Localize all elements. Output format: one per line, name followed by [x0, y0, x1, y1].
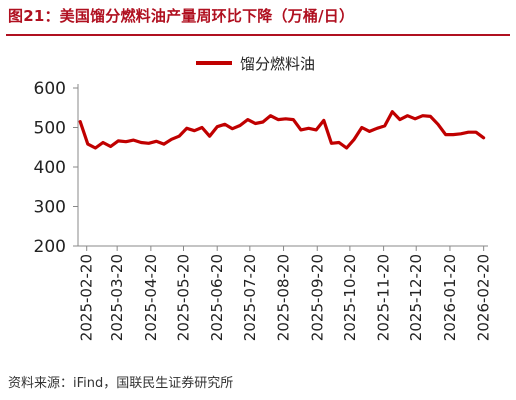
data-point: [238, 124, 242, 127]
x-tick-label: 2026-02-20: [475, 254, 493, 341]
data-point: [375, 127, 379, 130]
data-point: [299, 128, 303, 132]
data-point: [406, 114, 409, 117]
data-point: [200, 126, 204, 129]
data-point: [337, 141, 341, 144]
data-point: [474, 131, 478, 134]
x-tick-label: 2025-12-20: [407, 254, 425, 341]
data-point: [307, 127, 310, 130]
data-point: [421, 114, 424, 117]
y-tick-label: 400: [34, 158, 66, 178]
source-note: 资料来源：iFind，国联民生证券研究所: [8, 376, 234, 391]
data-point: [459, 132, 462, 135]
data-point: [413, 117, 417, 121]
legend-label: 馏分燃料油: [240, 55, 315, 73]
data-point: [292, 118, 295, 121]
x-tick-label: 2025-10-20: [341, 254, 359, 341]
x-tick-label: 2025-09-20: [308, 254, 326, 341]
data-point: [79, 120, 82, 123]
y-tick-label: 500: [34, 119, 66, 139]
data-point: [429, 115, 432, 118]
data-point: [246, 118, 249, 121]
data-point: [467, 131, 470, 134]
figure-title: 图21：美国馏分燃料油产量周环比下降（万桶/日）: [8, 7, 355, 25]
line-chart: 馏分燃料油 200 300 400 500 600 2025-02-20 2025-03-…: [34, 55, 493, 341]
data-point: [368, 130, 371, 133]
data-point: [208, 135, 211, 138]
data-point: [261, 120, 265, 124]
x-tick-label: 2025-07-20: [241, 254, 259, 341]
data-point: [139, 141, 143, 144]
data-point: [155, 140, 158, 143]
data-point: [269, 114, 272, 117]
data-point: [398, 118, 402, 121]
data-point: [436, 123, 440, 126]
data-point: [117, 139, 120, 143]
x-tick-label: 2025-03-20: [108, 254, 126, 341]
x-tick-label: 2025-11-20: [375, 254, 393, 341]
y-tick-label: 300: [34, 198, 66, 218]
y-tick-label: 200: [34, 237, 66, 257]
x-tick-label: 2025-04-20: [142, 254, 160, 341]
data-point: [452, 133, 455, 136]
x-tick-label: 2026-01-20: [441, 254, 459, 341]
legend: 馏分燃料油: [196, 55, 315, 73]
data-point: [162, 142, 166, 146]
series-line-0: [78, 110, 486, 150]
data-point: [101, 141, 105, 144]
data-point: [185, 127, 188, 130]
data-point: [391, 110, 394, 113]
data-point: [284, 117, 287, 121]
data-point: [124, 140, 128, 143]
data-point: [383, 124, 386, 128]
y-axis: 200 300 400 500 600: [34, 79, 79, 257]
data-point: [109, 145, 112, 148]
data-point: [322, 119, 325, 122]
x-tick-label: 2025-02-20: [78, 254, 96, 341]
data-point: [482, 136, 485, 139]
data-point: [353, 138, 356, 141]
data-point: [330, 142, 333, 145]
data-point: [254, 122, 257, 125]
data-point: [193, 129, 196, 132]
data-point: [231, 127, 234, 130]
data-point: [345, 146, 348, 150]
x-tick-label: 2025-08-20: [275, 254, 293, 341]
x-tick-label: 2025-05-20: [174, 254, 192, 341]
data-point: [444, 133, 447, 136]
series-layer: [78, 110, 486, 150]
data-point: [315, 128, 318, 132]
x-tick-label: 2025-06-20: [208, 254, 226, 341]
data-point: [177, 135, 181, 138]
data-point: [276, 118, 280, 121]
data-point: [223, 123, 226, 126]
data-point: [360, 126, 363, 129]
title-divider: [6, 34, 510, 36]
data-point: [132, 138, 135, 142]
y-tick-label: 600: [34, 79, 66, 99]
data-point: [94, 146, 97, 150]
data-point: [170, 138, 173, 141]
data-point: [86, 142, 90, 146]
data-point: [147, 142, 150, 145]
x-axis: 2025-02-20 2025-03-20 2025-04-20 2025-05-20…: [78, 245, 493, 341]
data-point: [216, 125, 219, 128]
